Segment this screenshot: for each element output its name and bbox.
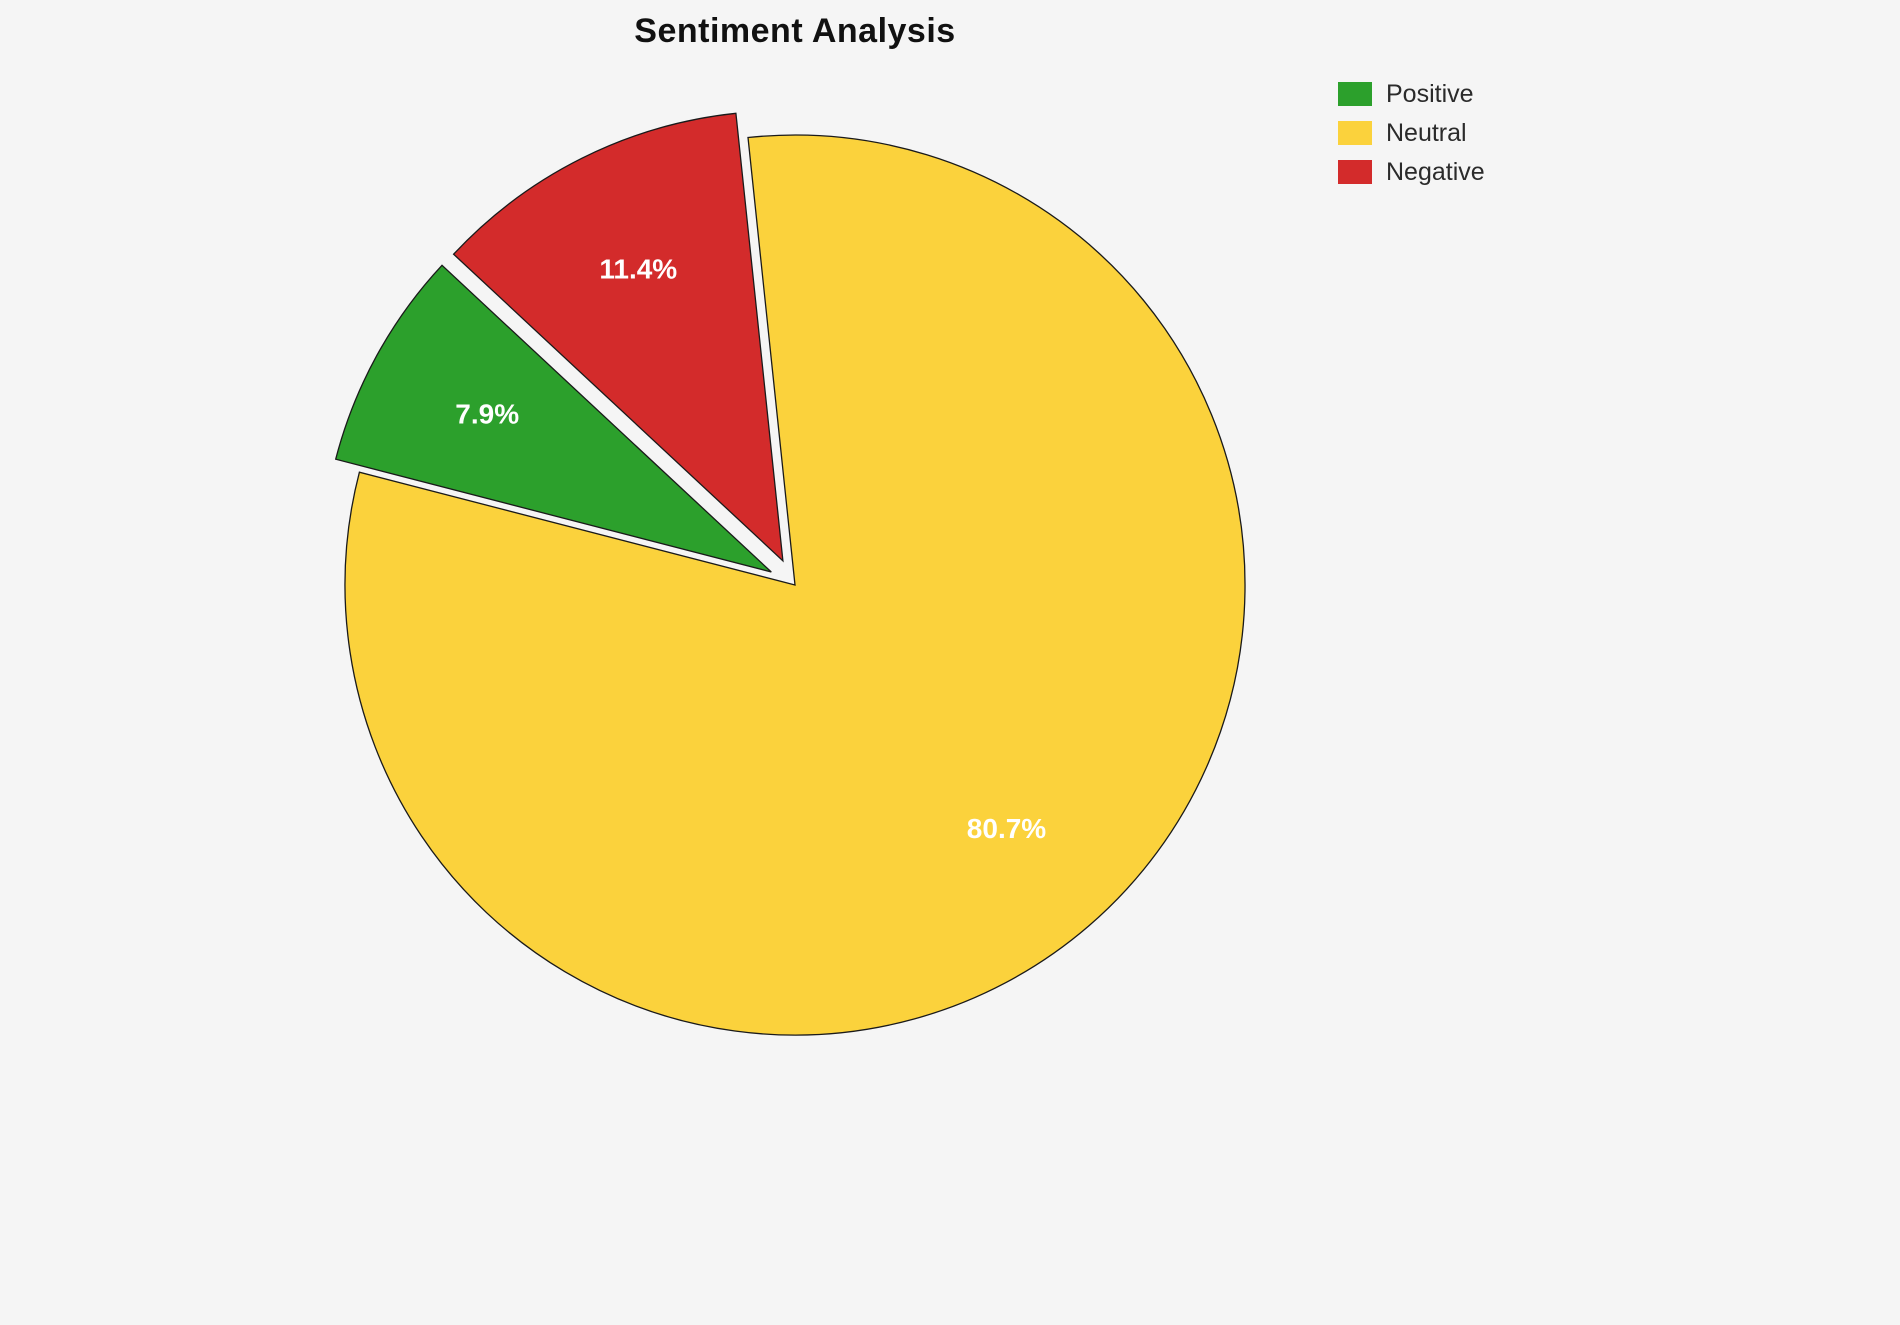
legend-item-negative: Negative [1338, 158, 1485, 186]
chart-title: Sentiment Analysis [634, 12, 956, 50]
legend-item-neutral: Neutral [1338, 119, 1485, 147]
legend-label-positive: Positive [1386, 80, 1474, 108]
legend: Positive Neutral Negative [1338, 82, 1485, 199]
legend-label-negative: Negative [1386, 158, 1485, 186]
pie-slice-negative [452, 112, 784, 563]
legend-swatch-positive [1338, 82, 1372, 106]
pct-label-negative: 11.4% [599, 253, 677, 284]
pie-slice-neutral [344, 134, 1246, 1036]
legend-label-neutral: Neutral [1386, 119, 1467, 147]
pie-slice-positive [334, 264, 772, 573]
pct-label-positive: 7.9% [455, 399, 519, 430]
legend-swatch-negative [1338, 160, 1372, 184]
pct-label-neutral: 80.7% [967, 813, 1046, 844]
legend-item-positive: Positive [1338, 80, 1485, 108]
legend-swatch-neutral [1338, 121, 1372, 145]
